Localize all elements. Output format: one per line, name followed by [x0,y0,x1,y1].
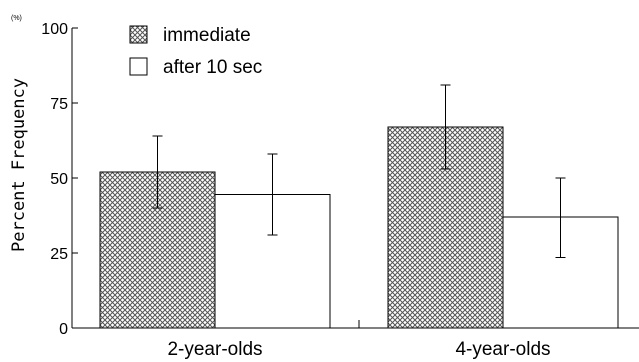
y-ticks: 0 25 50 75 100 [41,21,78,338]
legend-swatch-after-10-sec [129,57,148,76]
bars [99,84,619,329]
category-label: 4-year-olds [455,339,550,360]
y-axis-title: Percent Frequency [9,78,29,252]
legend-label-immediate: immediate [163,25,251,46]
category-labels: 2-year-olds 4-year-olds [167,339,550,360]
y-tick-label: 75 [50,96,68,113]
y-tick-label: 100 [41,21,68,38]
y-tick-label: 0 [59,321,68,338]
legend-swatch-immediate [129,25,148,44]
y-unit-label: (%) [11,15,22,22]
category-label: 2-year-olds [167,339,262,360]
legend: immediate after 10 sec [129,25,262,78]
y-tick-label: 50 [50,171,68,188]
legend-label-after-10-sec: after 10 sec [163,57,262,78]
y-tick-label: 25 [50,246,68,263]
